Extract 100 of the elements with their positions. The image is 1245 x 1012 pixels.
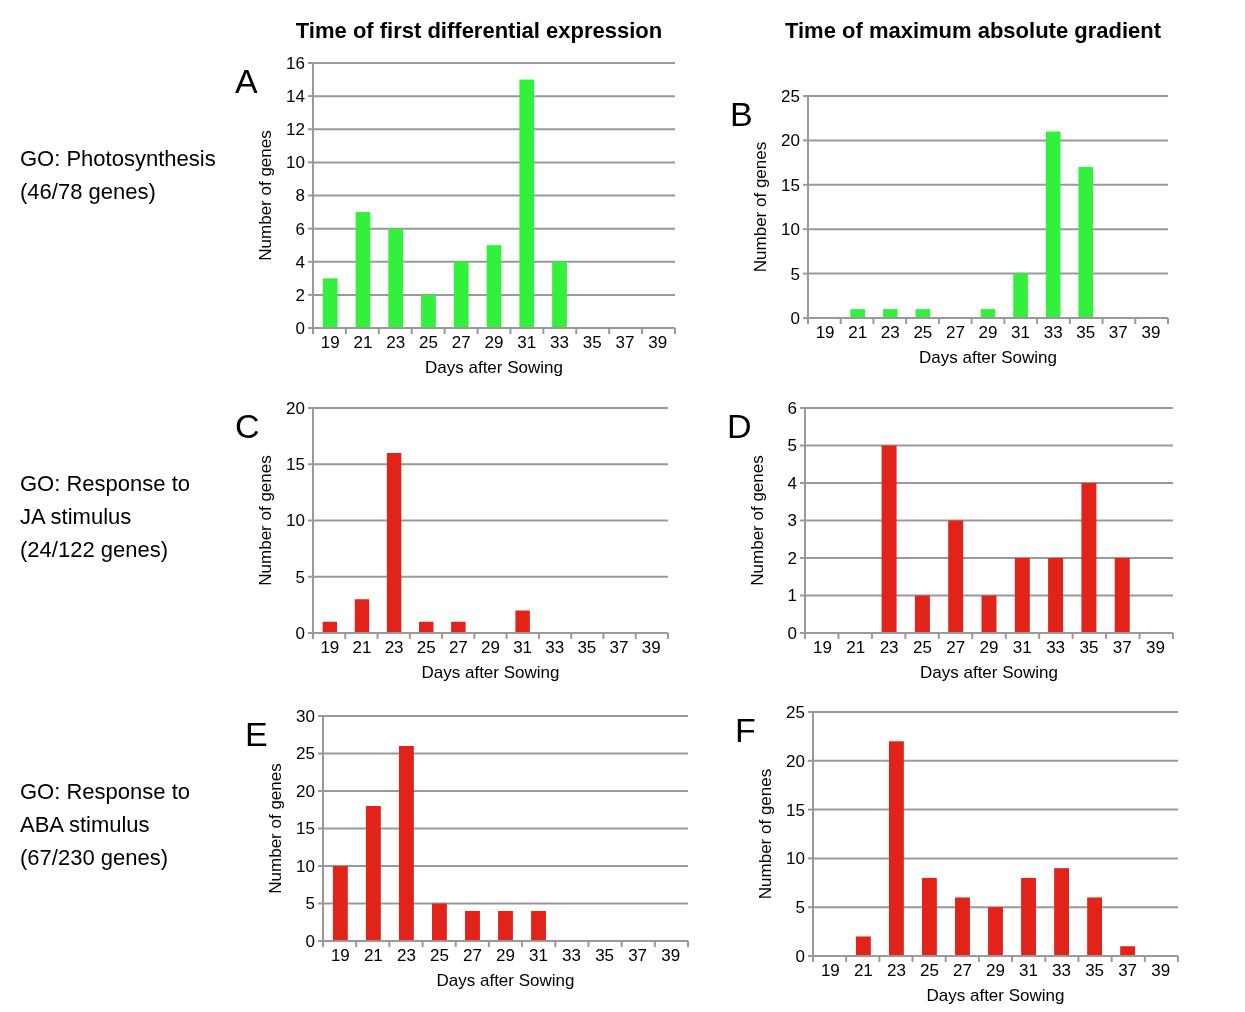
x-tick-label: 23	[886, 961, 906, 980]
y-tick-label: 0	[305, 931, 315, 951]
bar	[354, 599, 370, 633]
y-tick-label: 14	[286, 87, 305, 107]
x-axis-title: Days after Sowing	[920, 663, 1058, 682]
y-tick-label: 25	[296, 744, 315, 764]
x-tick-label: 39	[641, 638, 661, 657]
x-tick-label: 19	[815, 323, 835, 342]
y-tick-label: 6	[787, 398, 797, 418]
bar	[1087, 897, 1103, 956]
x-tick-label: 29	[481, 638, 500, 657]
x-tick-label: 23	[879, 638, 899, 657]
x-tick-label: 29	[484, 333, 504, 352]
y-tick-label: 1	[787, 586, 797, 606]
y-tick-label: 25	[781, 86, 800, 106]
bar	[388, 228, 404, 328]
x-tick-label: 19	[320, 333, 340, 352]
x-tick-label: 27	[945, 323, 965, 342]
x-tick-label: 31	[1019, 961, 1038, 980]
text: D	[727, 407, 752, 445]
x-tick-label: 31	[529, 946, 548, 965]
x-tick-label: 35	[595, 946, 615, 965]
x-tick-label: 33	[1052, 961, 1072, 980]
x-tick-label: 23	[384, 638, 404, 657]
bar	[1078, 167, 1094, 318]
y-tick-label: 15	[786, 800, 805, 820]
x-tick-label: 27	[946, 638, 966, 657]
x-tick-label: 25	[416, 638, 436, 657]
text: GO: Response to ABA stimulus (67/230 genes)	[20, 778, 190, 870]
x-tick-label: 19	[813, 638, 832, 657]
x-tick-label: 35	[1076, 323, 1096, 342]
x-tick-label: 35	[1085, 961, 1105, 980]
x-tick-label: 33	[1046, 638, 1066, 657]
bar	[552, 261, 567, 328]
x-tick-label: 21	[848, 323, 868, 342]
y-axis-title: Number of genes	[748, 455, 767, 586]
x-tick-label: 37	[1112, 638, 1132, 657]
x-tick-label: 21	[846, 638, 866, 657]
y-tick-label: 0	[295, 623, 305, 643]
x-tick-label: 25	[419, 333, 438, 352]
bar	[453, 261, 469, 328]
x-tick-label: 39	[1146, 638, 1165, 657]
x-tick-label: 21	[352, 638, 372, 657]
x-tick-label: 19	[820, 961, 840, 980]
bar	[1045, 131, 1061, 318]
bar	[882, 309, 898, 318]
x-tick-label: 25	[912, 638, 932, 657]
y-tick-label: 15	[296, 819, 315, 839]
x-tick-label: 27	[953, 961, 972, 980]
text: B	[730, 95, 753, 133]
bar	[365, 806, 381, 941]
x-tick-label: 19	[320, 638, 340, 657]
x-tick-label: 31	[513, 638, 533, 657]
x-tick-label: 35	[582, 333, 602, 352]
bar	[914, 595, 930, 633]
y-tick-label: 5	[305, 894, 315, 914]
x-tick-label: 31	[1012, 638, 1032, 657]
bar	[398, 746, 414, 941]
x-axis-title: Days after Sowing	[421, 663, 560, 682]
bar	[498, 911, 513, 941]
x-tick-label: 25	[919, 961, 939, 980]
bar	[515, 610, 530, 633]
y-tick-label: 2	[295, 285, 305, 305]
y-tick-label: 10	[286, 153, 305, 173]
bar	[1014, 558, 1030, 633]
x-tick-label: 37	[1118, 961, 1138, 980]
x-tick-label: 39	[1141, 323, 1161, 342]
x-tick-label: 21	[353, 333, 373, 352]
y-tick-label: 12	[286, 120, 305, 140]
x-tick-label: 27	[451, 333, 471, 352]
x-tick-label: 33	[562, 946, 582, 965]
y-tick-label: 5	[295, 567, 305, 587]
y-tick-label: 8	[295, 186, 305, 206]
bar	[1081, 483, 1097, 633]
x-tick-label: 23	[386, 333, 406, 352]
bar	[1054, 868, 1069, 956]
x-tick-label: 37	[609, 638, 629, 657]
bar	[486, 245, 502, 328]
y-tick-label: 15	[781, 175, 800, 195]
bar	[386, 453, 402, 633]
x-tick-label: 39	[661, 946, 681, 965]
y-tick-label: 0	[790, 308, 800, 328]
y-tick-label: 4	[295, 252, 305, 272]
chart-title: Time of maximum absolute gradient	[784, 18, 1162, 43]
x-tick-label: 33	[550, 333, 569, 352]
bar	[1021, 877, 1036, 956]
x-axis-title: Days after Sowing	[926, 986, 1065, 1005]
bar	[519, 79, 535, 328]
x-tick-label: 33	[545, 638, 565, 657]
y-tick-label: 10	[781, 220, 800, 240]
x-axis-title: Days after Sowing	[436, 971, 575, 990]
x-tick-label: 25	[913, 323, 933, 342]
bar	[881, 445, 897, 633]
text: A	[235, 62, 258, 100]
bar	[432, 903, 447, 941]
bar	[922, 877, 937, 956]
x-tick-label: 39	[1151, 961, 1171, 980]
bar	[888, 741, 904, 956]
text: GO: Photosynthesis (46/78 genes)	[20, 145, 216, 204]
x-axis-title: Days after Sowing	[425, 358, 563, 377]
